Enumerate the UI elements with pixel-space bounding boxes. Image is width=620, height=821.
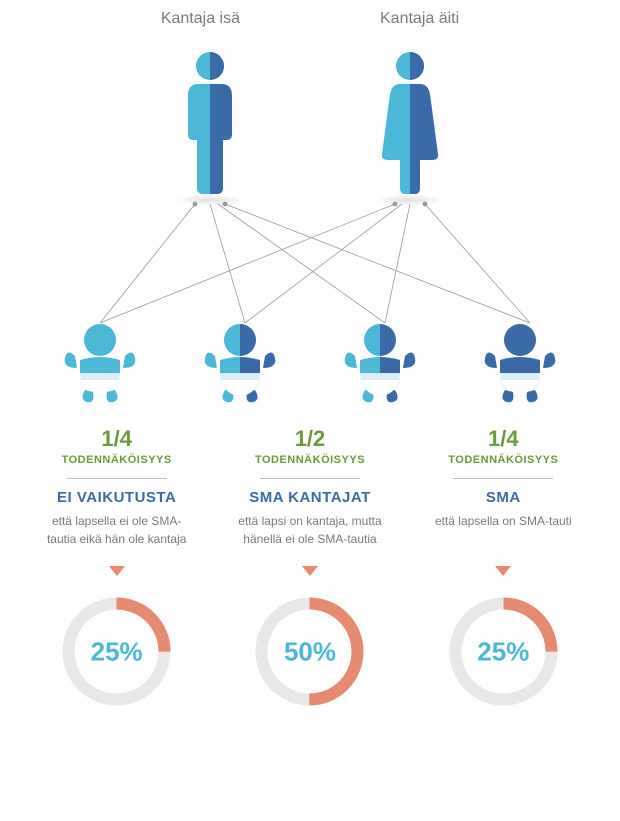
status-desc: että lapsi on kantaja, mutta hänellä ei … xyxy=(235,512,385,548)
percent-text: 50% xyxy=(284,636,336,667)
divider xyxy=(260,478,360,479)
status-desc: että lapsella on SMA-tauti xyxy=(435,512,572,530)
percent-text: 25% xyxy=(477,636,529,667)
fraction: 1/4 xyxy=(488,426,519,452)
status-title: SMA KANTAJAT xyxy=(249,489,371,506)
donut-chart-unaffected: 25% xyxy=(59,594,174,709)
arrows-row xyxy=(0,566,620,576)
baby-affected-icon xyxy=(475,318,565,408)
donuts-row: 25% 50% 25% xyxy=(0,594,620,709)
percent-text: 25% xyxy=(91,636,143,667)
divider xyxy=(67,478,167,479)
donut-chart-affected: 25% xyxy=(446,594,561,709)
probability-label: TODENNÄKÖISYYS xyxy=(62,454,172,466)
outcome-unaffected: 1/4 TODENNÄKÖISYYS EI VAIKUTUSTA että la… xyxy=(27,426,207,548)
mother-label: Kantaja äiti xyxy=(380,10,459,28)
baby-unaffected-icon xyxy=(55,318,145,408)
arrow-down-icon xyxy=(413,566,593,576)
father-label: Kantaja isä xyxy=(161,10,240,28)
baby-carrier1-icon xyxy=(195,318,285,408)
fraction: 1/2 xyxy=(295,426,326,452)
outcome-carrier: 1/2 TODENNÄKÖISYYS SMA KANTAJAT että lap… xyxy=(220,426,400,548)
arrow-down-icon xyxy=(220,566,400,576)
outcomes-row: 1/4 TODENNÄKÖISYYS EI VAIKUTUSTA että la… xyxy=(0,426,620,548)
fraction: 1/4 xyxy=(101,426,132,452)
divider xyxy=(453,478,553,479)
status-desc: että lapsella ei ole SMA-tautia eikä hän… xyxy=(42,512,192,548)
baby-carrier2-icon xyxy=(335,318,425,408)
donut-chart-carrier: 50% xyxy=(252,594,367,709)
outcome-affected: 1/4 TODENNÄKÖISYYS SMA että lapsella on … xyxy=(413,426,593,548)
probability-label: TODENNÄKÖISYYS xyxy=(448,454,558,466)
status-title: SMA xyxy=(486,489,521,506)
parents-row xyxy=(0,48,620,198)
father-icon xyxy=(170,48,250,198)
inheritance-lines xyxy=(0,198,620,318)
probability-label: TODENNÄKÖISYYS xyxy=(255,454,365,466)
arrow-down-icon xyxy=(27,566,207,576)
mother-icon xyxy=(370,48,450,198)
babies-row xyxy=(0,318,620,408)
status-title: EI VAIKUTUSTA xyxy=(57,489,176,506)
parent-labels-row: Kantaja isä Kantaja äiti xyxy=(0,0,620,28)
